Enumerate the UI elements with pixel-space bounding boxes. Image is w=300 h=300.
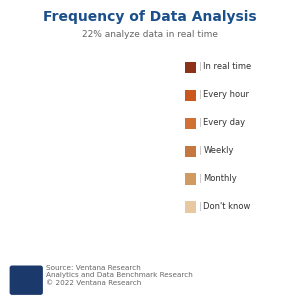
Wedge shape [121, 147, 160, 189]
Text: Don't know: Don't know [203, 202, 251, 211]
Text: Weekly: Weekly [203, 146, 234, 155]
Text: |: | [199, 62, 202, 71]
Text: In real time: In real time [203, 62, 252, 71]
Text: ▼: ▼ [22, 275, 31, 285]
Text: |: | [199, 146, 202, 155]
Text: |: | [199, 90, 202, 99]
Wedge shape [33, 95, 79, 142]
Text: Analytics and Data Benchmark Research: Analytics and Data Benchmark Research [46, 272, 193, 278]
Text: 38%: 38% [67, 200, 106, 218]
Text: Every day: Every day [203, 118, 245, 127]
Text: Source: Ventana Research: Source: Ventana Research [46, 265, 141, 271]
Text: |: | [199, 202, 202, 211]
Text: 13%: 13% [27, 146, 57, 158]
Text: Frequency of Data Analysis: Frequency of Data Analysis [43, 10, 257, 23]
Text: 22%: 22% [105, 113, 142, 128]
Wedge shape [92, 91, 159, 153]
Text: Every hour: Every hour [203, 90, 249, 99]
Wedge shape [26, 168, 153, 227]
Wedge shape [23, 123, 64, 177]
Text: Monthly: Monthly [203, 174, 237, 183]
Wedge shape [66, 91, 92, 128]
Text: |: | [199, 174, 202, 183]
Text: 6%: 6% [43, 96, 84, 118]
Text: 22% analyze data in real time: 22% analyze data in real time [82, 30, 218, 39]
Text: |: | [199, 118, 202, 127]
Text: 10%: 10% [126, 160, 156, 172]
Text: 10%: 10% [44, 114, 74, 127]
Circle shape [59, 126, 124, 192]
Text: © 2022 Ventana Research: © 2022 Ventana Research [46, 280, 142, 286]
